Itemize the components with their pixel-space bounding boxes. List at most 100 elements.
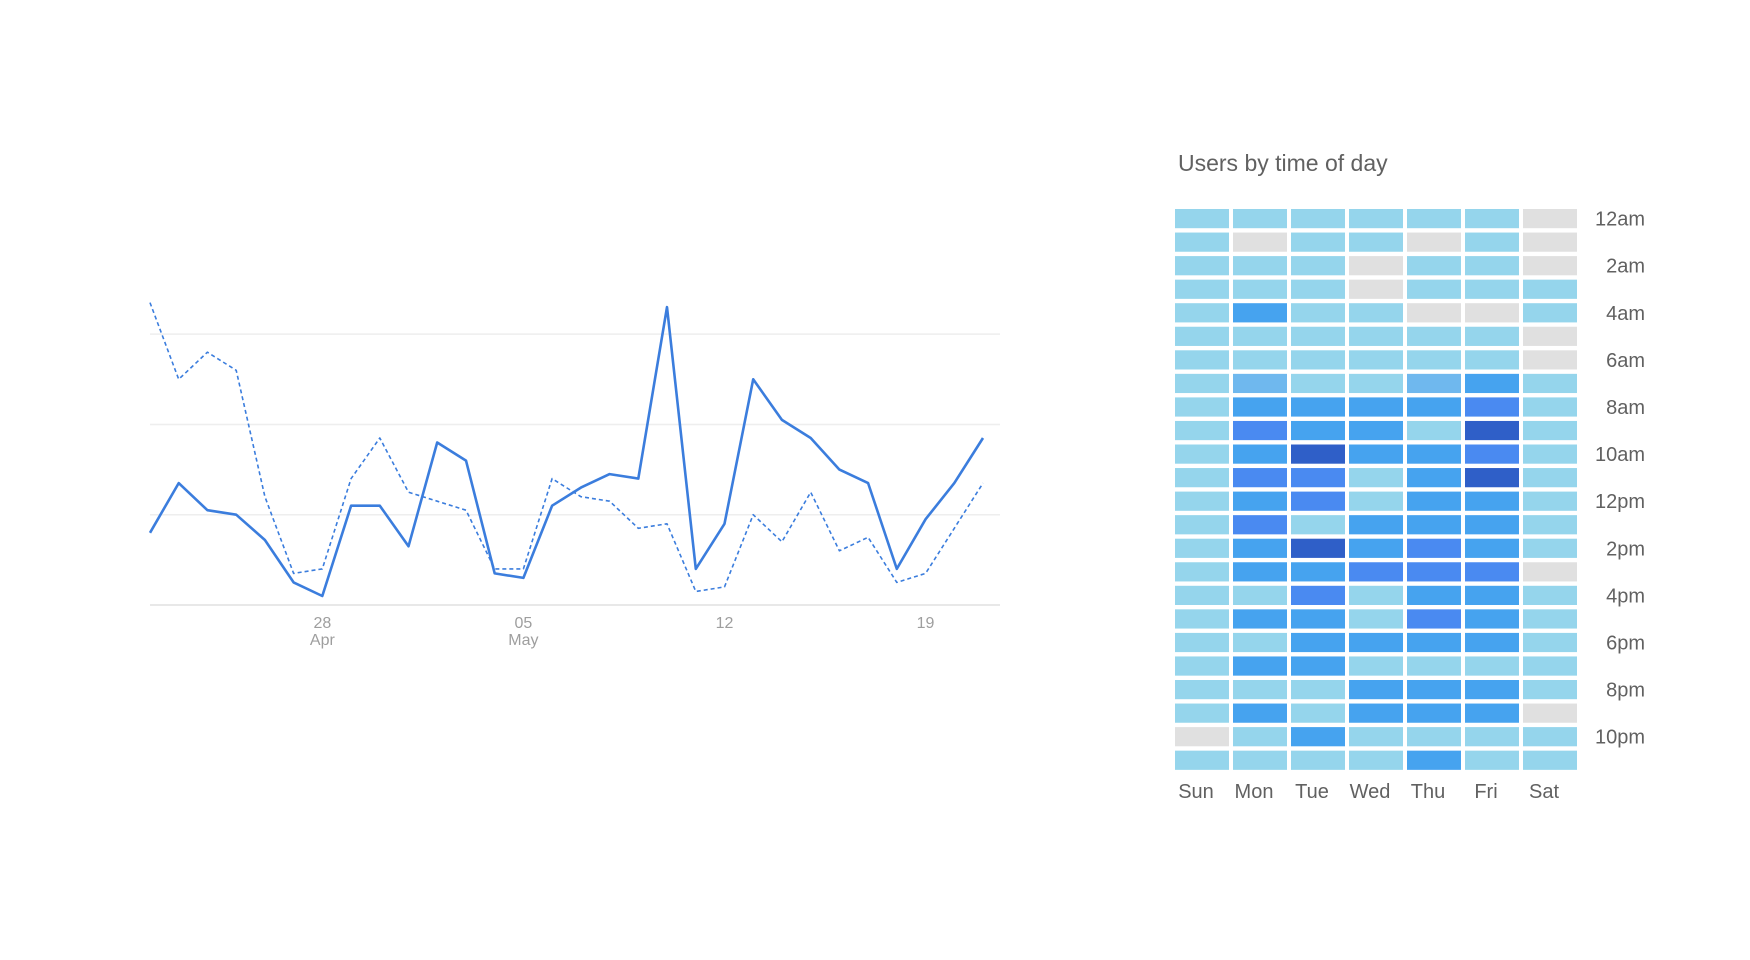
heatmap-cell bbox=[1175, 680, 1229, 700]
heatmap-cell bbox=[1291, 491, 1345, 511]
heatmap-cell bbox=[1465, 303, 1519, 323]
heatmap-cell bbox=[1523, 632, 1577, 653]
heatmap-cell bbox=[1291, 632, 1345, 653]
heatmap-cell bbox=[1349, 632, 1403, 653]
heatmap-cell bbox=[1291, 279, 1345, 299]
heatmap-cell bbox=[1233, 326, 1287, 346]
heatmap-cell bbox=[1233, 656, 1287, 676]
heatmap-cell bbox=[1407, 209, 1461, 229]
heatmap-cell bbox=[1291, 350, 1345, 370]
heatmap-cell bbox=[1465, 585, 1519, 605]
heatmap-cell bbox=[1465, 279, 1519, 299]
heatmap-cell bbox=[1465, 680, 1519, 700]
heatmap-cell bbox=[1291, 656, 1345, 676]
heatmap-cell bbox=[1349, 538, 1403, 558]
heatmap-cell bbox=[1175, 373, 1229, 394]
heatmap-cell bbox=[1233, 538, 1287, 558]
x-tick-month: May bbox=[508, 632, 538, 649]
heatmap-row-label: 10am bbox=[1595, 444, 1645, 466]
heatmap-cell bbox=[1523, 326, 1577, 346]
heatmap-cell bbox=[1349, 585, 1403, 605]
heatmap-cell bbox=[1407, 562, 1461, 582]
heatmap-row-label: 6pm bbox=[1606, 633, 1645, 655]
heatmap-cell bbox=[1291, 515, 1345, 535]
heatmap-column-label: Tue bbox=[1295, 781, 1329, 803]
heatmap-cell bbox=[1465, 727, 1519, 747]
heatmap-cell bbox=[1523, 562, 1577, 582]
heatmap-cell bbox=[1523, 373, 1577, 394]
heatmap-cell bbox=[1291, 420, 1345, 441]
heatmap-cell bbox=[1349, 420, 1403, 441]
heatmap-cell bbox=[1291, 468, 1345, 488]
heatmap-cell bbox=[1523, 209, 1577, 229]
heatmap-cell bbox=[1523, 656, 1577, 676]
heatmap-cell bbox=[1349, 703, 1403, 723]
heatmap-cell bbox=[1233, 373, 1287, 394]
heatmap-column-label: Thu bbox=[1411, 781, 1445, 803]
heatmap-cell bbox=[1465, 632, 1519, 653]
heatmap-cell bbox=[1349, 373, 1403, 394]
heatmap-cell bbox=[1349, 609, 1403, 629]
x-tick-day: 19 bbox=[917, 615, 935, 632]
x-tick-day: 05 bbox=[515, 615, 533, 632]
heatmap-cell bbox=[1175, 562, 1229, 582]
heatmap-cell bbox=[1175, 656, 1229, 676]
heatmap-cell bbox=[1465, 562, 1519, 582]
heatmap-cell bbox=[1291, 303, 1345, 323]
heatmap-cell bbox=[1523, 585, 1577, 605]
heatmap-cell bbox=[1175, 444, 1229, 464]
heatmap-cell bbox=[1523, 350, 1577, 370]
heatmap-cell bbox=[1291, 727, 1345, 747]
heatmap-cell bbox=[1523, 279, 1577, 299]
heatmap-cell bbox=[1523, 609, 1577, 629]
heatmap-cell bbox=[1175, 232, 1229, 252]
heatmap-cell bbox=[1349, 727, 1403, 747]
heatmap-cell bbox=[1233, 397, 1287, 417]
heatmap-cell bbox=[1233, 279, 1287, 299]
series-line-solid bbox=[148, 305, 985, 598]
heatmap-cell bbox=[1349, 209, 1403, 229]
heatmap-cell bbox=[1175, 609, 1229, 629]
heatmap-cell bbox=[1465, 326, 1519, 346]
heatmap-cell bbox=[1291, 232, 1345, 252]
heatmap-cell bbox=[1465, 491, 1519, 511]
heatmap-cell bbox=[1233, 585, 1287, 605]
heatmap-cell bbox=[1407, 656, 1461, 676]
heatmap-cell bbox=[1291, 256, 1345, 276]
heatmap-cell bbox=[1349, 279, 1403, 299]
heatmap-cell bbox=[1291, 326, 1345, 346]
heatmap-cell bbox=[1175, 515, 1229, 535]
heatmap-cell bbox=[1523, 397, 1577, 417]
heatmap-cell bbox=[1349, 515, 1403, 535]
heatmap-cell bbox=[1291, 444, 1345, 464]
heatmap-cell bbox=[1407, 703, 1461, 723]
chart-series bbox=[148, 302, 985, 598]
heatmap-cell bbox=[1523, 538, 1577, 558]
heatmap-cell bbox=[1465, 515, 1519, 535]
heatmap-cell bbox=[1465, 350, 1519, 370]
heatmap-cell bbox=[1349, 350, 1403, 370]
heatmap-column-labels: Sun Mon Tue Wed Thu Fri Sat bbox=[1178, 781, 1559, 803]
heatmap-cell bbox=[1523, 491, 1577, 511]
heatmap-cell bbox=[1233, 256, 1287, 276]
heatmap-cell bbox=[1291, 703, 1345, 723]
heatmap-row-label: 6am bbox=[1606, 350, 1645, 372]
heatmap-cell bbox=[1523, 515, 1577, 535]
heatmap-row-label: 12pm bbox=[1595, 491, 1645, 513]
heatmap-cell bbox=[1523, 444, 1577, 464]
heatmap-cell bbox=[1407, 750, 1461, 770]
heatmap-cell bbox=[1175, 538, 1229, 558]
heatmap-row-label: 10pm bbox=[1595, 727, 1645, 749]
heatmap-cell bbox=[1523, 232, 1577, 252]
heatmap-cell bbox=[1233, 232, 1287, 252]
heatmap-cell bbox=[1175, 491, 1229, 511]
heatmap-cell bbox=[1407, 609, 1461, 629]
heatmap-cell bbox=[1523, 750, 1577, 770]
heatmap-cell bbox=[1175, 703, 1229, 723]
heatmap-cell bbox=[1233, 420, 1287, 441]
heatmap-cell bbox=[1465, 232, 1519, 252]
heatmap-cell bbox=[1407, 468, 1461, 488]
heatmap-cell bbox=[1349, 656, 1403, 676]
